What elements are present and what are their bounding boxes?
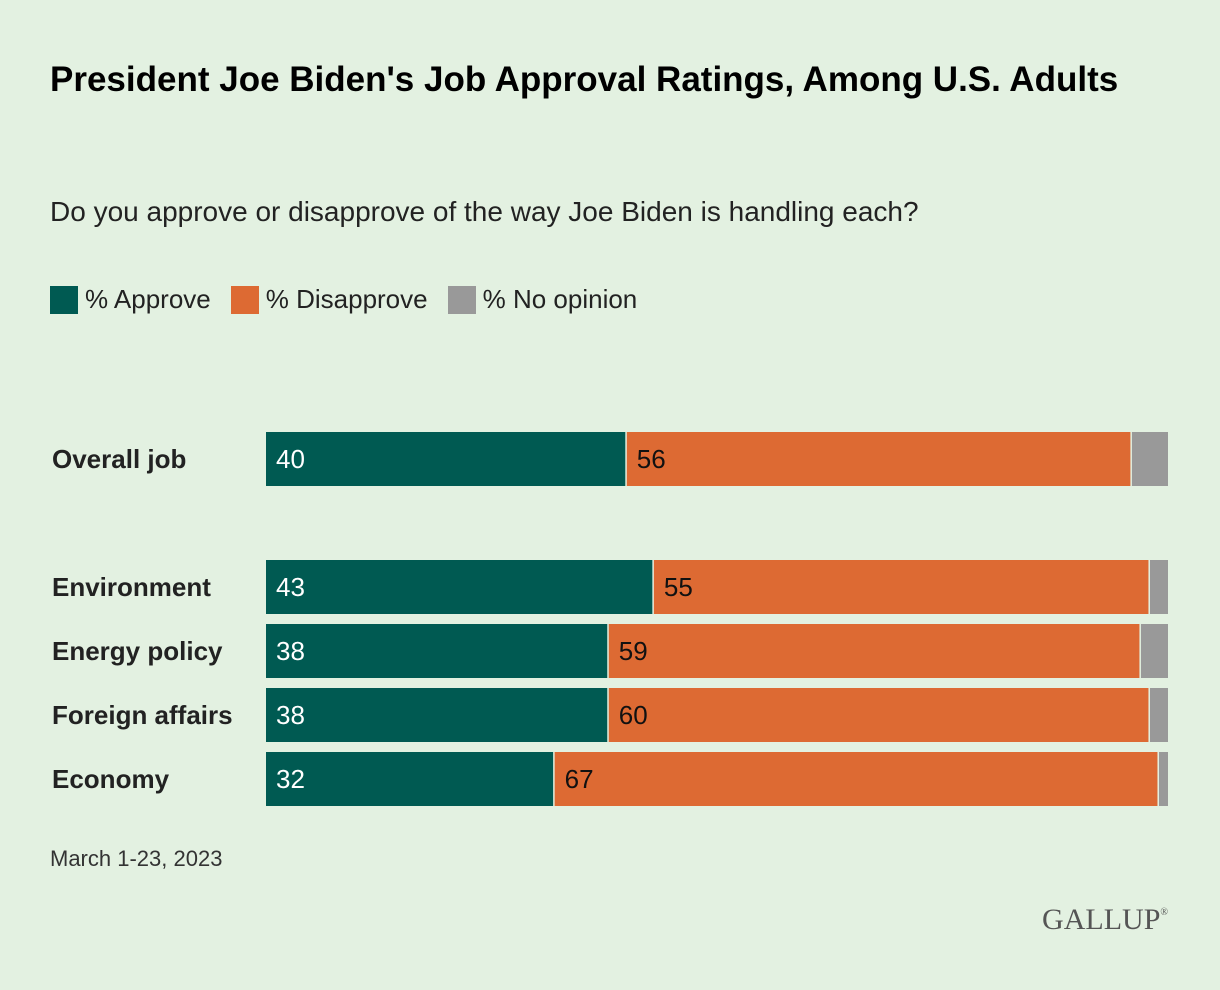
legend: % Approve % Disapprove % No opinion	[50, 284, 657, 315]
data-label-disapprove-foreign-affairs: 60	[619, 700, 648, 730]
legend-label-disapprove: % Disapprove	[265, 284, 428, 314]
legend-item-disapprove: % Disapprove	[230, 284, 428, 315]
bar-approve-overall-job	[266, 432, 626, 486]
bar-approve-economy	[266, 752, 554, 806]
legend-item-approve: % Approve	[50, 284, 211, 315]
data-label-approve-overall-job: 40	[276, 444, 305, 474]
legend-label-no-opinion: % No opinion	[482, 284, 638, 314]
registered-mark: ®	[1160, 907, 1168, 918]
bar-no-opinion-overall-job	[1131, 432, 1168, 486]
gallup-logo: GALLUP®	[1042, 903, 1168, 937]
bar-no-opinion-foreign-affairs	[1149, 688, 1168, 742]
data-label-approve-economy: 32	[276, 764, 305, 794]
category-label-environment: Environment	[52, 572, 211, 602]
bar-disapprove-energy-policy	[608, 624, 1140, 678]
bar-disapprove-environment	[653, 560, 1149, 614]
chart-title: President Joe Biden's Job Approval Ratin…	[50, 60, 1119, 99]
bar-approve-energy-policy	[266, 624, 608, 678]
bar-no-opinion-environment	[1149, 560, 1168, 614]
bar-approve-environment	[266, 560, 653, 614]
category-label-foreign-affairs: Foreign affairs	[52, 700, 233, 730]
gallup-logo-text: GALLUP	[1042, 903, 1161, 936]
bar-disapprove-foreign-affairs	[608, 688, 1149, 742]
category-label-overall-job: Overall job	[52, 444, 186, 474]
legend-label-approve: % Approve	[85, 284, 211, 314]
bar-disapprove-economy	[554, 752, 1158, 806]
data-label-approve-foreign-affairs: 38	[276, 700, 305, 730]
data-label-disapprove-energy-policy: 59	[619, 636, 648, 666]
category-label-economy: Economy	[52, 764, 170, 794]
date-footnote: March 1-23, 2023	[50, 846, 223, 871]
data-label-disapprove-overall-job: 56	[637, 444, 666, 474]
bar-no-opinion-energy-policy	[1140, 624, 1168, 678]
bar-approve-foreign-affairs	[266, 688, 608, 742]
data-label-disapprove-environment: 55	[664, 572, 693, 602]
chart-subtitle: Do you approve or disapprove of the way …	[50, 196, 919, 227]
category-label-energy-policy: Energy policy	[52, 636, 223, 666]
bar-no-opinion-economy	[1158, 752, 1168, 806]
legend-swatch-no-opinion	[447, 285, 476, 314]
data-label-disapprove-economy: 67	[565, 764, 594, 794]
legend-swatch-disapprove	[230, 285, 259, 314]
data-label-approve-energy-policy: 38	[276, 636, 305, 666]
bar-disapprove-overall-job	[626, 432, 1131, 486]
legend-item-no-opinion: % No opinion	[447, 284, 638, 315]
legend-swatch-approve	[50, 285, 78, 314]
data-label-approve-environment: 43	[276, 572, 305, 602]
